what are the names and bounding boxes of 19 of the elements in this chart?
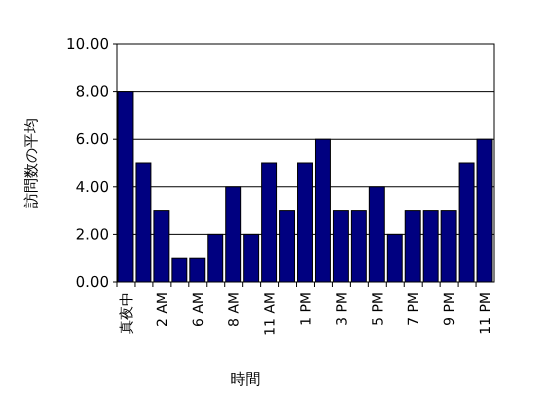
y-tick-label: 4.00 [76,178,109,196]
x-tick-label: 3 PM [334,292,350,326]
x-tick-label: 11 AM [262,292,279,336]
x-tick-label: 6 AM [190,292,207,328]
x-axis-title: 時間 [230,370,260,388]
x-tick-label: 7 PM [406,292,422,326]
x-tick-label: 11 PM [478,292,494,335]
x-tick-label: 5 PM [370,292,386,326]
x-tick-label: 2 AM [154,292,171,328]
y-tick-label: 10.00 [66,35,109,53]
y-tick-label: 2.00 [76,225,109,244]
y-axis-title: 訪問数の平均 [22,118,40,208]
y-tick-label: 6.00 [76,130,109,148]
x-tick-label: 真夜中 [118,292,135,334]
x-tick-label: 9 PM [442,292,458,326]
y-tick-label: 0.00 [76,273,109,291]
x-tick-label: 1 PM [298,292,314,326]
y-tick-label: 8.00 [76,82,109,101]
x-tick-label: 8 AM [226,292,243,328]
